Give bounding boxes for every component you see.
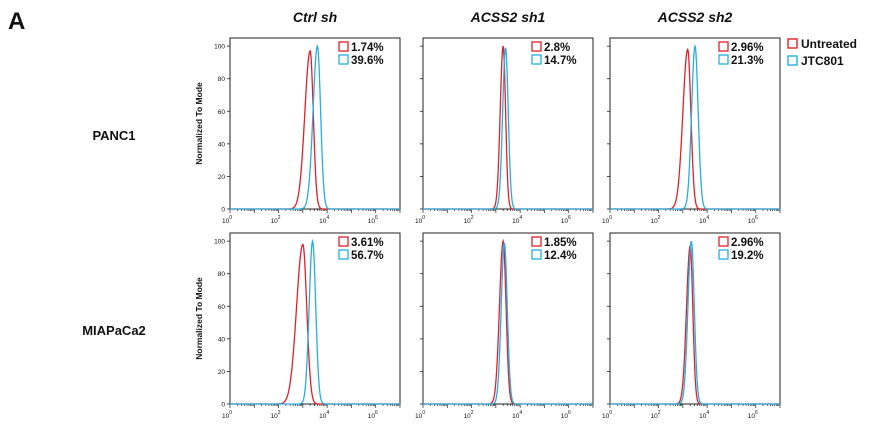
y-tick-label: 100 xyxy=(214,239,225,246)
x-tick-label: 106 xyxy=(748,215,758,225)
histogram-panel: 0 20 40 60 80 100 100 102 104 106 3.61%56.7% xyxy=(214,232,401,420)
y-tick-label: 20 xyxy=(218,174,226,181)
percent-swatch-untreated xyxy=(531,236,542,247)
x-tick-label: 102 xyxy=(464,215,474,225)
percent-label-untreated: 1.74% xyxy=(351,42,384,54)
x-tick-label: 106 xyxy=(561,410,571,420)
legend-label-untreated: Untreated xyxy=(801,37,857,51)
column-header-acss2-sh2: ACSS2 sh2 xyxy=(657,9,733,25)
y-tick-label: 60 xyxy=(218,109,226,116)
x-tick-label: 106 xyxy=(368,410,378,420)
legend-swatch-jtc801 xyxy=(787,55,798,66)
percent-swatch-untreated xyxy=(718,41,729,52)
column-header-acss2-sh1: ACSS2 sh1 xyxy=(470,9,546,25)
x-tick-label: 102 xyxy=(464,410,474,420)
x-tick-label: 106 xyxy=(368,215,378,225)
percent-label-jtc801: 14.7% xyxy=(544,55,577,67)
series-curve-jtc801 xyxy=(610,240,780,405)
legend-swatch-untreated xyxy=(787,38,798,49)
series-curve-jtc801 xyxy=(230,44,400,210)
percent-label-untreated: 2.8% xyxy=(544,42,570,54)
x-tick-label: 102 xyxy=(271,410,281,420)
percent-swatch-untreated xyxy=(338,236,349,247)
y-tick-label: 80 xyxy=(218,271,226,278)
y-tick-label: 40 xyxy=(218,336,226,343)
percent-swatch-jtc801 xyxy=(338,54,349,65)
series-curve-jtc801 xyxy=(230,238,400,405)
percent-label-jtc801: 21.3% xyxy=(731,55,764,67)
percent-label-jtc801: 19.2% xyxy=(731,250,764,262)
series-curve-jtc801 xyxy=(610,43,780,210)
percent-swatch-jtc801 xyxy=(718,249,729,260)
percent-swatch-jtc801 xyxy=(531,54,542,65)
histogram-panel: 100 102 104 106 2.96%21.3% xyxy=(602,37,781,225)
x-tick-label: 100 xyxy=(415,410,425,420)
histogram-panel: 100 102 104 106 2.8%14.7% xyxy=(415,37,594,225)
plot-frame xyxy=(229,37,401,210)
percent-swatch-jtc801 xyxy=(338,249,349,260)
percent-label-untreated: 3.61% xyxy=(351,237,384,249)
percent-swatch-jtc801 xyxy=(718,54,729,65)
percent-swatch-jtc801 xyxy=(531,249,542,260)
y-tick-label: 100 xyxy=(214,44,225,51)
y-tick-label: 0 xyxy=(221,207,225,214)
plot-frame xyxy=(609,37,781,210)
series-curve-untreated xyxy=(610,47,780,210)
percent-swatch-untreated xyxy=(718,236,729,247)
plot-frame xyxy=(422,232,594,405)
percent-label-jtc801: 12.4% xyxy=(544,250,577,262)
plot-frame xyxy=(229,232,401,405)
y-tick-label: 40 xyxy=(218,141,226,148)
x-tick-label: 104 xyxy=(319,215,329,225)
x-tick-label: 104 xyxy=(319,410,329,420)
y-tick-label: 20 xyxy=(218,369,226,376)
percent-label-jtc801: 56.7% xyxy=(351,250,384,262)
y-axis-title: Normalized To Mode xyxy=(194,277,204,360)
x-tick-label: 100 xyxy=(602,410,612,420)
x-tick-label: 106 xyxy=(748,410,758,420)
panel-letter: A xyxy=(8,8,25,35)
x-tick-label: 100 xyxy=(415,215,425,225)
percent-label-jtc801: 39.6% xyxy=(351,55,384,67)
x-tick-label: 104 xyxy=(699,215,709,225)
x-tick-label: 100 xyxy=(602,215,612,225)
x-tick-label: 102 xyxy=(651,215,661,225)
legend-label-jtc801: JTC801 xyxy=(801,54,844,68)
x-tick-label: 100 xyxy=(222,410,232,420)
histogram-panel: 100 102 104 106 1.85%12.4% xyxy=(415,232,594,420)
y-tick-label: 60 xyxy=(218,304,226,311)
plot-frame xyxy=(609,232,781,405)
percent-label-untreated: 2.96% xyxy=(731,237,764,249)
column-header-ctrl-sh: Ctrl sh xyxy=(293,9,337,25)
percent-swatch-untreated xyxy=(531,41,542,52)
series-curve-untreated xyxy=(423,46,593,210)
percent-label-untreated: 2.96% xyxy=(731,42,764,54)
row-label-miapaca2: MIAPaCa2 xyxy=(82,323,146,338)
x-tick-label: 106 xyxy=(561,215,571,225)
x-tick-label: 104 xyxy=(512,215,522,225)
x-tick-label: 102 xyxy=(651,410,661,420)
row-label-panc1: PANC1 xyxy=(92,128,135,143)
histogram-panel: 100 102 104 106 2.96%19.2% xyxy=(602,232,781,420)
y-axis-title: Normalized To Mode xyxy=(194,82,204,165)
x-tick-label: 104 xyxy=(699,410,709,420)
histogram-panel: 0 20 40 60 80 100 100 102 104 106 1.74%39.6% xyxy=(214,37,401,225)
x-tick-label: 100 xyxy=(222,215,232,225)
y-tick-label: 0 xyxy=(221,402,225,409)
x-tick-label: 104 xyxy=(512,410,522,420)
x-tick-label: 102 xyxy=(271,215,281,225)
percent-label-untreated: 1.85% xyxy=(544,237,577,249)
y-tick-label: 80 xyxy=(218,76,226,83)
percent-swatch-untreated xyxy=(338,41,349,52)
plot-frame xyxy=(422,37,594,210)
series-curve-jtc801 xyxy=(423,47,593,210)
series-curve-jtc801 xyxy=(423,242,593,405)
